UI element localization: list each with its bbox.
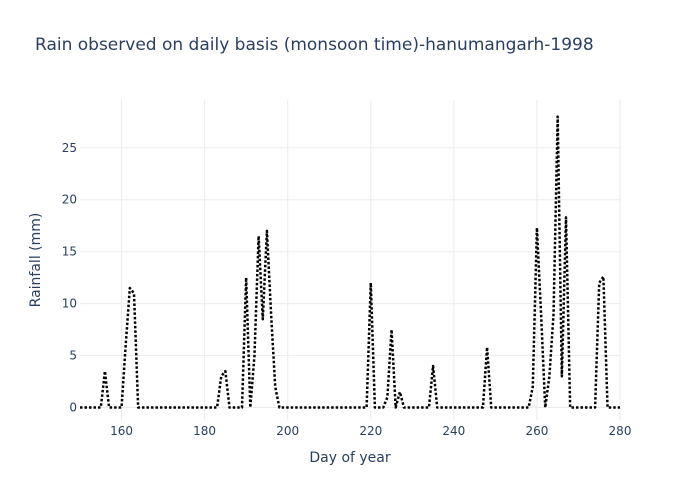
x-tick-label: 220 xyxy=(359,424,382,438)
grid xyxy=(80,100,621,420)
x-tick-label: 260 xyxy=(525,424,548,438)
rainfall-series-line xyxy=(80,115,620,409)
y-axis-ticks: 0 5 10 15 20 25 xyxy=(62,141,77,415)
y-tick-label: 0 xyxy=(69,401,77,415)
y-tick-label: 5 xyxy=(69,349,77,363)
plot-area xyxy=(80,115,620,409)
x-tick-label: 160 xyxy=(110,424,133,438)
x-tick-label: 200 xyxy=(276,424,299,438)
y-tick-label: 20 xyxy=(62,193,77,207)
y-tick-label: 25 xyxy=(62,141,77,155)
x-axis-ticks: 160 180 200 220 240 260 280 xyxy=(110,424,631,438)
chart-title: Rain observed on daily basis (monsoon ti… xyxy=(35,35,594,55)
x-axis-title: Day of year xyxy=(309,450,391,466)
x-tick-label: 240 xyxy=(442,424,465,438)
y-tick-label: 15 xyxy=(62,245,77,259)
y-axis-title: Rainfall (mm) xyxy=(28,213,44,308)
x-tick-label: 280 xyxy=(609,424,632,438)
y-tick-label: 10 xyxy=(62,297,77,311)
x-tick-label: 180 xyxy=(193,424,216,438)
